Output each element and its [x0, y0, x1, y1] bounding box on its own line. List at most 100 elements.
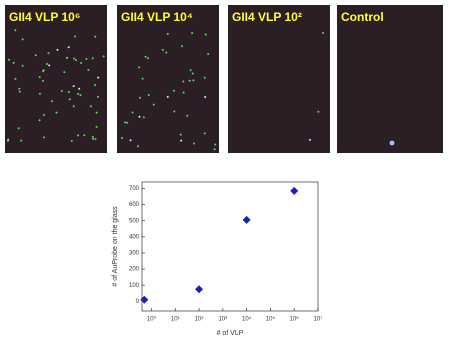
fluorescent-dot — [70, 139, 73, 142]
fluorescent-dot — [74, 59, 77, 62]
fluorescent-dot — [79, 94, 82, 97]
fluorescent-dot — [47, 52, 50, 55]
fluorescent-dot — [66, 56, 69, 59]
fluorescent-dot — [56, 48, 59, 51]
panel-label: GII4 VLP 10⁶ — [9, 10, 80, 24]
fluorescent-dot — [207, 52, 210, 55]
fluorescent-dot — [138, 115, 141, 118]
fluorescent-dot — [191, 32, 194, 35]
fluorescent-dot — [97, 76, 100, 79]
fluorescent-dot — [322, 32, 325, 35]
fluorescent-dot — [317, 110, 320, 113]
fluorescent-dot — [38, 92, 41, 95]
fluorescent-dot — [96, 95, 99, 98]
fluorescent-dot — [308, 138, 311, 141]
fluorescent-dot — [121, 137, 124, 140]
panel-label: GII4 VLP 10⁴ — [121, 10, 193, 24]
fluorescent-dot — [180, 45, 183, 48]
fluorescent-dot — [91, 57, 94, 60]
point — [195, 285, 204, 294]
fluorescent-dot — [67, 90, 70, 93]
fluorescent-dot — [102, 55, 105, 58]
fluorescent-dot — [72, 85, 75, 88]
fluorescent-dot — [38, 119, 41, 122]
fluorescent-dot — [48, 64, 51, 67]
fluorescent-dot — [186, 114, 189, 117]
fluorescent-dot — [77, 134, 80, 137]
fluorescent-dot — [89, 105, 92, 108]
x-tick-label: 10⁶ — [290, 316, 300, 323]
fluorescent-dot — [42, 70, 45, 73]
fluorescent-dot — [389, 140, 395, 146]
fluorescent-dot — [85, 58, 88, 61]
fluorescent-dot — [80, 62, 83, 65]
fluorescent-dot — [146, 57, 149, 60]
fluorescent-dot — [34, 54, 37, 57]
fluorescent-dot — [8, 58, 11, 61]
fluorescent-dot — [18, 90, 21, 93]
fluorescent-dot — [166, 95, 169, 98]
point — [242, 215, 251, 224]
micrograph — [337, 5, 443, 153]
y-tick-label: 300 — [129, 251, 140, 257]
fluorescent-dot — [14, 77, 17, 80]
fluorescent-dot — [21, 64, 24, 67]
fluorescent-dot — [63, 71, 66, 74]
fluorescent-dot — [91, 137, 94, 140]
y-axis-label: # of AuProbe on the glass — [112, 206, 119, 287]
fluorescent-dot — [204, 96, 207, 99]
panel-label: GII4 VLP 10² — [232, 10, 302, 24]
fluorescent-dot — [213, 148, 216, 151]
fluorescent-dot — [68, 98, 71, 101]
fluorescent-dot — [91, 135, 94, 138]
fluorescent-dot — [20, 139, 23, 142]
fluorescent-dot — [193, 142, 196, 145]
fluorescent-dot — [165, 51, 168, 54]
point — [140, 295, 149, 304]
point — [290, 186, 299, 195]
fluorescent-dot — [45, 63, 48, 66]
x-axis-label: # of VLP — [217, 330, 244, 337]
fluorescent-dot — [87, 68, 90, 71]
y-tick-label: 400 — [129, 234, 140, 240]
fluorescent-dot — [137, 145, 140, 148]
fluorescent-dot — [21, 38, 24, 41]
plot-frame — [141, 181, 319, 312]
panel-label: Control — [341, 10, 384, 24]
fluorescent-dot — [188, 79, 191, 82]
fluorescent-dot — [166, 32, 169, 35]
x-tick-label: 10² — [195, 317, 204, 323]
fluorescent-dot — [141, 77, 144, 80]
micrograph — [117, 5, 219, 153]
fluorescent-dot — [77, 92, 80, 95]
fluorescent-dot — [14, 29, 17, 32]
x-tick-label: 10⁷ — [314, 316, 323, 323]
fluorescent-dot — [41, 79, 44, 82]
fluorescent-dot — [42, 113, 45, 116]
fluorescent-dot — [191, 72, 194, 75]
fluorescent-dot — [38, 75, 41, 78]
fluorescent-dot — [203, 76, 206, 79]
fluorescent-dot — [55, 111, 58, 114]
fluorescent-dot — [180, 139, 183, 142]
fluorescent-dot — [94, 35, 97, 38]
x-tick-label: 10⁵ — [266, 316, 276, 323]
fluorescent-dot — [179, 133, 182, 136]
fluorescent-dot — [94, 138, 97, 141]
fluorescent-dot — [182, 80, 185, 83]
x-tick-label: 10³ — [219, 317, 228, 323]
fluorescent-dot — [161, 48, 164, 51]
y-tick-label: 600 — [129, 202, 140, 208]
micrograph — [228, 5, 330, 153]
y-tick-label: 200 — [129, 267, 140, 273]
fluorescent-dot — [172, 89, 175, 92]
fluorescent-dot — [131, 111, 134, 114]
fluorescent-dot — [182, 91, 185, 94]
x-tick-label: 10⁴ — [242, 316, 252, 323]
fluorescent-dot — [17, 127, 20, 130]
fluorescent-dot — [73, 57, 76, 60]
fluorescent-dot — [42, 136, 45, 139]
fluorescent-dot — [78, 87, 81, 90]
fluorescent-dot — [214, 143, 217, 146]
